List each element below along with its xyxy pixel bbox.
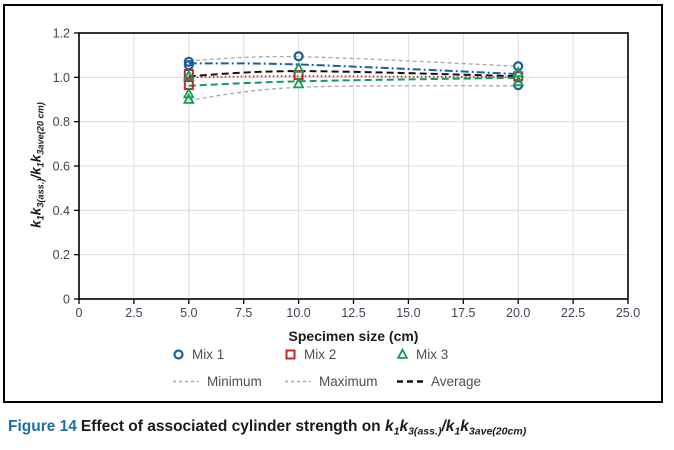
text-segment: / — [28, 174, 44, 179]
tick-labels: 0 2.5 5.0 7.5 10.0 12.5 15.0 17.5 20.0 22.5 25.0 0 0… — [53, 27, 641, 321]
triangle-marker-icon — [396, 347, 409, 361]
text-segment: 1 — [393, 425, 400, 438]
square-marker-icon — [284, 348, 297, 361]
line-maximum — [188, 55, 519, 67]
text-segment: k — [460, 418, 469, 435]
text-segment: 3ave(20 cm) — [35, 102, 46, 155]
legend-label: Average — [431, 373, 482, 389]
x-tick-label: 25.0 — [616, 306, 640, 320]
text-segment: / — [441, 418, 446, 435]
y-tick-label: 0.2 — [53, 248, 70, 262]
y-tick-label: 0.4 — [53, 204, 70, 218]
x-axis-label: Specimen size (cm) — [288, 328, 419, 344]
text-segment: k — [28, 220, 44, 228]
legend-item-mix-3: Mix 3 — [396, 347, 508, 362]
text-segment: k — [445, 418, 455, 435]
line-mix-1-line — [188, 62, 519, 76]
y-tick-label: 0 — [63, 293, 70, 307]
markers-mix-3 — [182, 61, 525, 104]
legend-row-2: Minimum Maximum Average — [107, 371, 573, 391]
x-tick-label: 20.0 — [506, 306, 530, 320]
text-segment: 3(ass.) — [35, 178, 46, 208]
x-tick-label: 22.5 — [561, 306, 585, 320]
circle-marker-icon — [172, 348, 185, 361]
y-tick-label: 0.6 — [53, 160, 70, 174]
legend-label: Mix 3 — [416, 346, 449, 362]
text-segment: k — [28, 167, 44, 175]
figure-caption: Figure 14 Effect of associated cylinder s… — [8, 416, 526, 442]
legend-label: Mix 2 — [304, 346, 337, 362]
line-mix-3-line — [188, 76, 519, 87]
text-segment: k — [399, 418, 409, 435]
legend-label: Mix 1 — [192, 346, 225, 362]
x-tick-label: 0 — [76, 306, 83, 320]
x-tick-label: 12.5 — [341, 306, 365, 320]
text-segment: Effect of associated cylinder strength o… — [80, 418, 385, 435]
x-tick-label: 15.0 — [396, 306, 420, 320]
x-tick-label: 10.0 — [286, 306, 310, 320]
text-segment: 1 — [35, 215, 46, 221]
axis-ticks — [74, 32, 629, 304]
legend-label: Minimum — [207, 373, 262, 389]
text-segment: 1 — [454, 425, 461, 438]
markers-mix-1 — [183, 51, 524, 91]
x-tick-label: 17.5 — [451, 306, 475, 320]
average-dash-icon — [396, 375, 424, 388]
text-segment: 3(ass.) — [408, 425, 442, 438]
maximum-dash-icon — [284, 375, 312, 388]
y-tick-label: 1.0 — [53, 71, 70, 85]
y-axis-label: k1k3(ass.)/k1k3ave(20 cm) — [29, 102, 46, 228]
legend-item-mix-1: Mix 1 — [172, 347, 284, 362]
y-tick-label: 1.2 — [53, 27, 70, 41]
x-tick-label: 7.5 — [235, 306, 252, 320]
line-average — [188, 70, 519, 78]
legend-item-minimum: Minimum — [172, 374, 284, 389]
line-minimum — [188, 85, 519, 101]
legend-item-average: Average — [396, 374, 508, 389]
gridlines — [79, 33, 628, 299]
minimum-dash-icon — [172, 375, 200, 388]
text-segment: 3ave(20cm) — [468, 425, 527, 438]
text-segment: k — [28, 154, 44, 163]
legend-row-1: Mix 1 Mix 2 Mix 3 — [107, 344, 573, 364]
legend-item-mix-2: Mix 2 — [284, 347, 396, 362]
text-segment: Figure 14 — [8, 418, 77, 435]
x-tick-label: 5.0 — [180, 306, 197, 320]
text-segment: k — [28, 207, 44, 216]
legend-label: Maximum — [319, 373, 378, 389]
x-tick-label: 2.5 — [125, 306, 142, 320]
chart-legend: Mix 1 Mix 2 Mix 3 Minimum Maximum Average — [107, 344, 573, 391]
text-segment: 1 — [35, 162, 46, 168]
text-segment: k — [384, 418, 394, 435]
y-tick-label: 0.8 — [53, 115, 70, 129]
legend-item-maximum: Maximum — [284, 374, 396, 389]
